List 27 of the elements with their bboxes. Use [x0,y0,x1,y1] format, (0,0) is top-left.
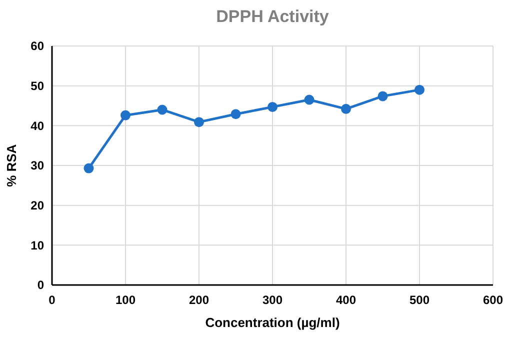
point [157,104,168,115]
x-tick-label: 200 [188,293,210,307]
point [378,91,388,102]
y-tick-label: 20 [30,198,44,213]
y-tick-label: 40 [30,118,44,133]
y-axis-title: % RSA [4,144,19,187]
point [194,117,204,128]
y-tick-label: 60 [30,39,44,54]
x-tick-label: 100 [115,293,136,307]
x-axis-title: Concentration (µg/ml) [205,315,340,330]
point [120,110,130,120]
x-tick-label: 400 [336,293,356,307]
chart-title: DPPH Activity [216,7,330,26]
point [414,84,424,95]
x-tick-label: 0 [48,293,56,307]
point [304,94,314,105]
point [230,109,241,120]
x-tick-label: 500 [409,293,430,307]
point [341,104,351,114]
point [268,102,278,112]
y-tick-label: 10 [30,238,44,252]
x-tick-label: 600 [482,293,504,307]
point [84,163,94,174]
y-tick-label: 0 [37,278,44,292]
x-tick-label: 300 [262,293,283,307]
y-tick-label: 50 [30,79,44,94]
y-tick-label: 30 [30,158,44,173]
